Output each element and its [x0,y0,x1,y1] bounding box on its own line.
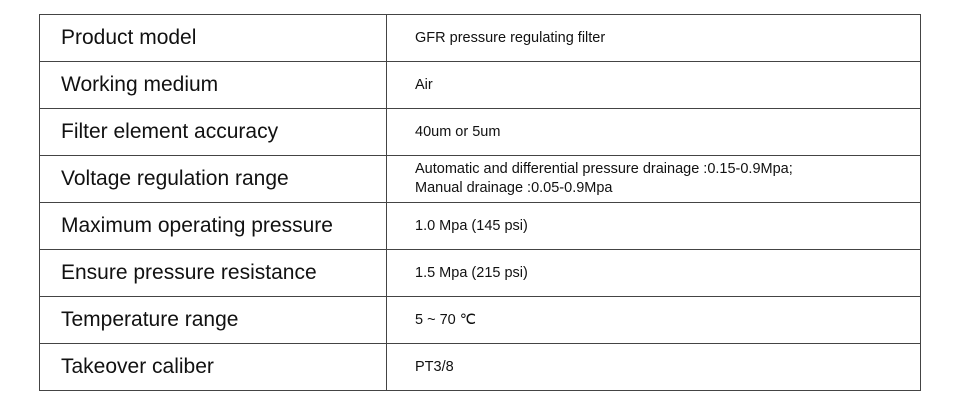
spec-value-line: GFR pressure regulating filter [415,29,606,46]
table-row: Maximum operating pressure 1.0 Mpa (145 p… [39,202,921,250]
spec-value: 1.5 Mpa (215 psi) [386,249,921,297]
spec-value-line: 5 ~ 70 ℃ [415,311,477,328]
spec-value-line: Air [415,76,433,93]
spec-value: Automatic and differential pressure drai… [386,155,921,203]
spec-value-line: 1.0 Mpa (145 psi) [415,217,528,234]
spec-value-line: PT3/8 [415,358,454,375]
spec-value-line: Automatic and differential pressure drai… [415,161,793,177]
spec-label: Temperature range [39,296,387,344]
table-row: Ensure pressure resistance 1.5 Mpa (215 p… [39,249,921,297]
spec-value-line: 1.5 Mpa (215 psi) [415,264,528,281]
spec-value: 40um or 5um [386,108,921,156]
spec-value-line: 40um or 5um [415,123,501,140]
table-row: Takeover caliber PT3/8 [39,343,921,391]
table-row: Temperature range 5 ~ 70 ℃ [39,296,921,344]
spec-table: Product model GFR pressure regulating fil… [39,14,921,391]
spec-value-line: Manual drainage :0.05-0.9Mpa [415,180,613,196]
table-row: Working medium Air [39,61,921,109]
spec-label: Product model [39,14,387,62]
spec-label: Voltage regulation range [39,155,387,203]
spec-value: 5 ~ 70 ℃ [386,296,921,344]
spec-value: 1.0 Mpa (145 psi) [386,202,921,250]
table-row: Filter element accuracy 40um or 5um [39,108,921,156]
spec-value: Air [386,61,921,109]
table-row: Voltage regulation range Automatic and di… [39,155,921,203]
spec-value: PT3/8 [386,343,921,391]
spec-label: Filter element accuracy [39,108,387,156]
table-row: Product model GFR pressure regulating fil… [39,14,921,62]
spec-label: Takeover caliber [39,343,387,391]
spec-label: Working medium [39,61,387,109]
spec-value: GFR pressure regulating filter [386,14,921,62]
spec-label: Maximum operating pressure [39,202,387,250]
spec-label: Ensure pressure resistance [39,249,387,297]
